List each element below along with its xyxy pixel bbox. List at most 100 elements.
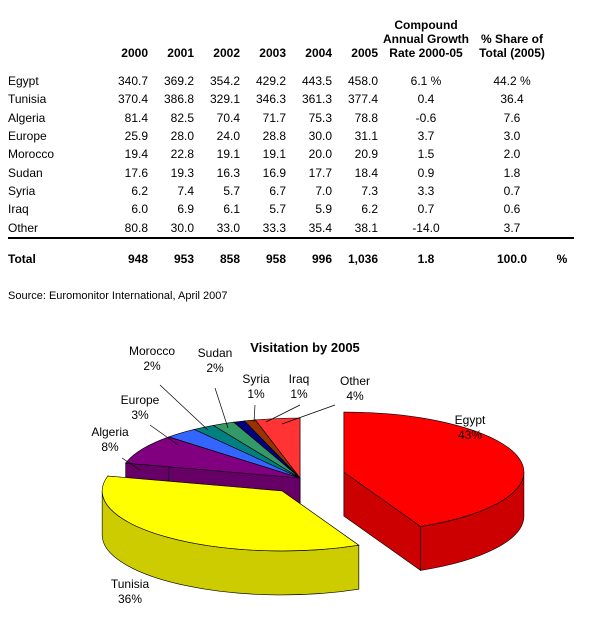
data-table: 2000 2001 2002 2003 2004 2005 Compound Annual …: [8, 4, 574, 279]
cell: 31.1: [354, 129, 378, 144]
cell: 443.5: [301, 74, 332, 89]
table-row: Algeria 81.4 82.5 70.4 71.7 75.3 78.8 -0.6 7.6: [8, 109, 574, 127]
header-row: 2000 2001 2002 2003 2004 2005 Compound Annual …: [8, 4, 574, 60]
cell: 20.9: [354, 147, 378, 162]
cell: 19.1: [262, 147, 286, 162]
cell: 7.0: [315, 183, 332, 198]
cell: 6.1 %: [410, 74, 442, 89]
table-row: Iraq 6.0 6.9 6.1 5.7 5.9 6.2 0.7 0.6: [8, 200, 574, 218]
cell: 0.4: [417, 92, 435, 107]
leader-line: [253, 404, 256, 423]
cell: 20.0: [308, 147, 332, 162]
row-label: Tunisia: [8, 92, 47, 107]
table-row: Tunisia 370.4 386.8 329.1 346.3 361.3 377.4 0.4…: [8, 90, 574, 108]
cell: 78.8: [354, 110, 378, 125]
slice-percent: 1%: [290, 387, 308, 401]
cell: 429.2: [255, 74, 286, 89]
cell: 1.8: [503, 165, 521, 180]
cell: 6.9: [177, 202, 194, 217]
cell: 7.6: [503, 110, 521, 125]
slice-label: Europe: [121, 393, 160, 407]
column-header: 2001: [167, 46, 194, 60]
column-header: % Share of Total (2005): [479, 32, 545, 60]
row-label: Sudan: [8, 165, 43, 180]
column-header: 2003: [259, 46, 286, 60]
slice-label: Algeria: [91, 425, 129, 439]
cell: 5.7: [223, 183, 240, 198]
slice-percent: 3%: [131, 408, 149, 422]
cell: 6.2: [361, 202, 378, 217]
row-label: Algeria: [8, 110, 46, 125]
total-row: Total 948 953 858 958 996 1,036 1.8 100.0%: [8, 236, 574, 279]
cell: 19.3: [170, 165, 194, 180]
cell: 28.8: [262, 129, 286, 144]
cell: 6.7: [269, 183, 286, 198]
cell: 82.5: [170, 110, 194, 125]
cell: 354.2: [209, 74, 240, 89]
cell: 958: [240, 236, 286, 279]
cell: 361.3: [301, 92, 332, 107]
cell: 0.7: [417, 202, 435, 217]
cell: 6.0: [131, 202, 148, 217]
column-header: 2004: [305, 46, 332, 60]
cell: 948: [100, 236, 148, 279]
leader-line: [121, 457, 141, 471]
slice-label: Tunisia: [111, 577, 150, 591]
column-header: 2000: [121, 46, 148, 60]
cell: 386.8: [163, 92, 194, 107]
cell: 6.2: [131, 183, 148, 198]
cell: 0.9: [417, 165, 435, 180]
pie-slice: [343, 411, 525, 527]
cell: 953: [148, 236, 194, 279]
cell: 0.7: [503, 183, 521, 198]
slice-percent: 43%: [458, 428, 482, 442]
cell: 17.6: [124, 165, 148, 180]
table-row: Europe 25.9 28.0 24.0 28.8 30.0 31.1 3.7 3.0: [8, 127, 574, 145]
cell: 100.0: [474, 236, 550, 279]
cell: 3.3: [417, 183, 435, 198]
row-label: Europe: [8, 129, 47, 144]
cell: 81.4: [124, 110, 148, 125]
cell: 44.2 %: [493, 74, 531, 89]
leader-line: [214, 387, 229, 429]
cell: 5.7: [269, 202, 286, 217]
cell: 7.3: [361, 183, 378, 198]
cell: 19.1: [216, 147, 240, 162]
chart-title: Visitation by 2005: [250, 340, 360, 355]
cell: 1.5: [417, 147, 435, 162]
cell: 22.8: [170, 147, 194, 162]
leader-line: [149, 424, 179, 446]
cell: 329.1: [209, 92, 240, 107]
cell: 6.1: [223, 202, 240, 217]
cell: 25.9: [124, 129, 148, 144]
row-label: Total: [8, 236, 100, 279]
slice-label: Sudan: [198, 346, 233, 360]
slice-label: Egypt: [455, 413, 486, 427]
slice-percent: 8%: [101, 440, 119, 454]
cell: 370.4: [117, 92, 148, 107]
cell: 458.0: [347, 74, 378, 89]
cell: 33.0: [216, 220, 240, 235]
cell: 0.6: [503, 202, 521, 217]
cell: 996: [286, 236, 332, 279]
cell: 16.9: [262, 165, 286, 180]
cell: 30.0: [308, 129, 332, 144]
cell: 28.0: [170, 129, 194, 144]
slice-percent: 1%: [247, 387, 265, 401]
table-row: Morocco 19.4 22.8 19.1 19.1 20.0 20.9 1.5 2.0: [8, 145, 574, 163]
cell: 1.8: [378, 236, 474, 279]
slice-label: Morocco: [129, 344, 175, 358]
pie-slice: [101, 475, 360, 552]
cell: 80.8: [124, 220, 148, 235]
cell: 30.0: [170, 220, 194, 235]
slice-label: Iraq: [289, 372, 310, 386]
column-header: 2002: [213, 46, 240, 60]
cell: 3.7: [417, 129, 435, 144]
cell: 36.4: [500, 92, 524, 107]
cell: 2.0: [503, 147, 521, 162]
cell: 340.7: [117, 74, 148, 89]
leader-line: [281, 404, 336, 425]
slice-percent: 4%: [346, 389, 364, 403]
slice-label: Other: [340, 374, 370, 388]
